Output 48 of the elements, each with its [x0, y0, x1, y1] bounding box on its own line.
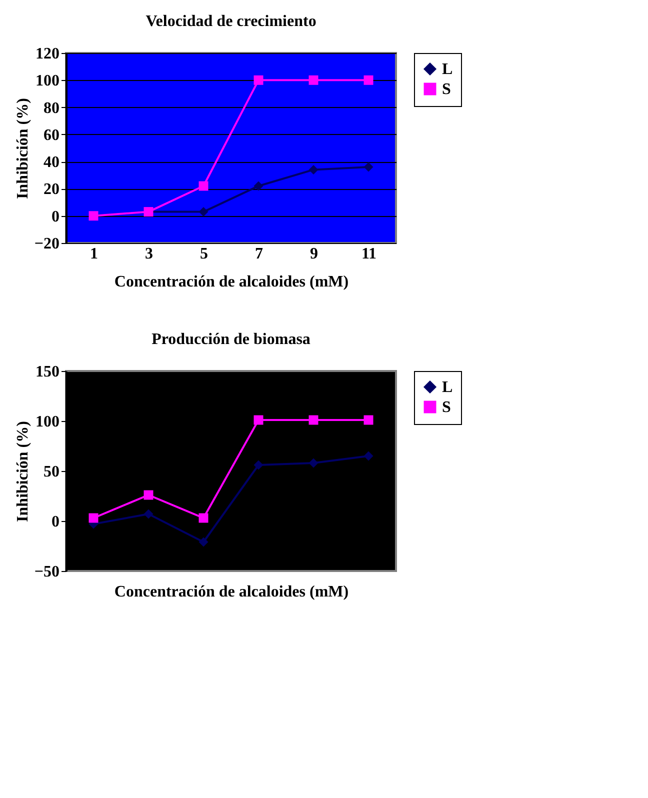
y-tick-label: 120: [36, 46, 60, 62]
point: [198, 537, 208, 547]
point: [254, 415, 264, 425]
x-axis-title: Concentración de alcaloides (mM): [114, 584, 349, 600]
x-tick-label: 9: [310, 246, 318, 262]
x-tick-label: 5: [200, 246, 208, 262]
legend-label: S: [442, 399, 451, 416]
y-tick-label: 50: [44, 464, 60, 480]
point: [364, 451, 374, 461]
legend-label: S: [442, 81, 451, 98]
point: [308, 415, 318, 425]
point: [308, 164, 318, 174]
y-tick-label: 150: [36, 364, 60, 380]
y-tick-label: 20: [44, 181, 60, 198]
point: [198, 181, 208, 191]
point: [254, 181, 264, 191]
y-tick-label: 100: [36, 72, 60, 90]
point: [308, 458, 318, 468]
y-tick-label: 60: [44, 126, 60, 144]
point: [254, 75, 264, 85]
point: [308, 75, 318, 85]
y-axis-title: Inhibición (%): [14, 98, 32, 199]
x-axis-title: Concentración de alcaloides (mM): [114, 274, 349, 290]
y-tick-label: 0: [52, 514, 60, 530]
y-axis-title: Inhibición (%): [14, 421, 32, 522]
point: [364, 75, 374, 85]
chart-title: Velocidad de crecimiento: [146, 13, 316, 30]
y-tick-label: −20: [34, 236, 60, 252]
x-tick-label: 3: [145, 246, 153, 262]
point: [144, 490, 154, 500]
legend-label: L: [442, 61, 453, 78]
point: [364, 162, 374, 172]
x-tick-label: 7: [255, 246, 263, 262]
point: [364, 415, 374, 425]
legend-label: L: [442, 379, 453, 396]
x-tick-label: 11: [361, 246, 377, 262]
x-tick-label: 1: [90, 246, 98, 262]
y-tick-label: 0: [52, 208, 60, 226]
point: [144, 509, 154, 519]
y-tick-label: −50: [34, 564, 60, 580]
point: [88, 513, 98, 523]
y-tick-label: 80: [44, 100, 60, 117]
point: [254, 460, 264, 470]
y-tick-label: 100: [36, 414, 60, 430]
point: [198, 207, 208, 217]
chart-title: Producción de biomasa: [152, 331, 310, 348]
y-tick-label: 40: [44, 154, 60, 172]
point: [198, 513, 208, 523]
